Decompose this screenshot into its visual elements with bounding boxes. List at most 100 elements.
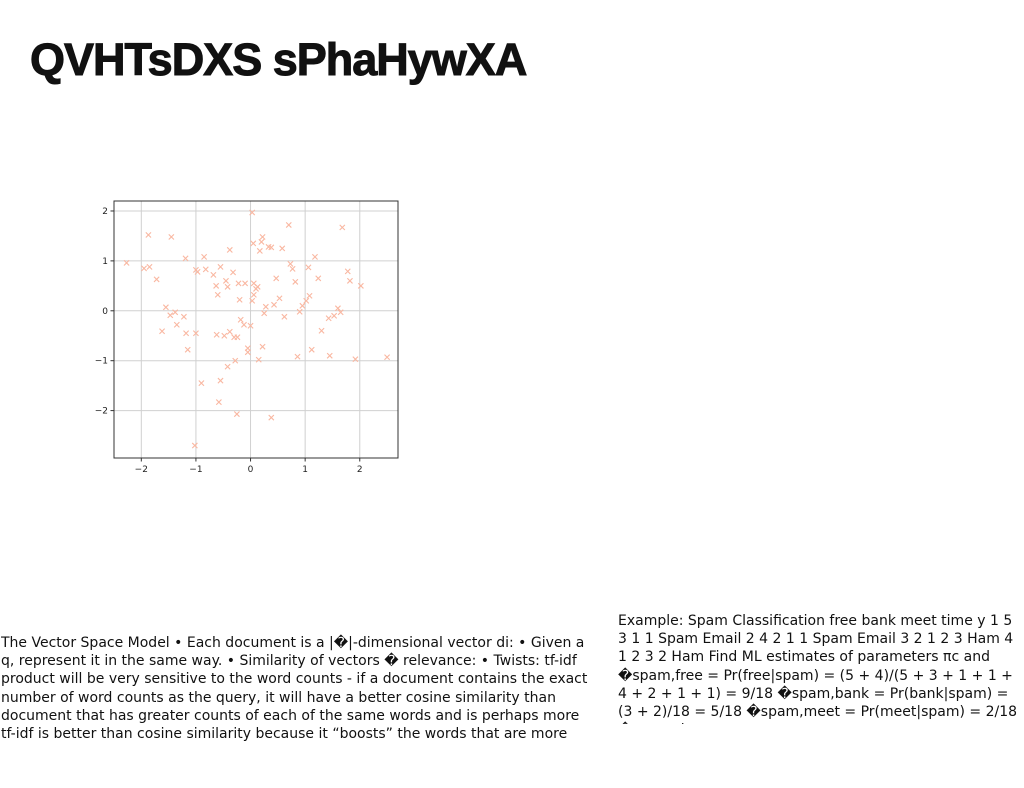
data-point [235, 280, 242, 287]
data-point [236, 296, 243, 303]
data-point [337, 309, 344, 316]
data-point [221, 332, 228, 339]
data-point [256, 247, 263, 254]
x-tick-label: −1 [189, 465, 202, 475]
data-point [168, 233, 175, 240]
spam-classification-text: Example: Spam Classification free bank m… [618, 613, 1018, 724]
data-point [306, 292, 313, 299]
data-point [232, 357, 239, 364]
data-point [357, 282, 364, 289]
data-point [311, 253, 318, 260]
data-point [182, 255, 189, 262]
data-point [145, 231, 152, 238]
data-point [184, 346, 191, 353]
data-point [159, 328, 166, 335]
data-point [226, 246, 233, 253]
data-point [192, 330, 199, 337]
data-point [230, 269, 237, 276]
data-point [352, 356, 359, 363]
data-point [240, 321, 247, 328]
data-point [294, 353, 301, 360]
data-point [214, 291, 221, 298]
data-point [346, 277, 353, 284]
data-point [261, 310, 268, 317]
data-point [268, 414, 275, 421]
data-point [344, 268, 351, 275]
data-point [237, 316, 244, 323]
data-point [334, 305, 341, 312]
data-point [172, 309, 179, 316]
data-point [167, 312, 174, 319]
data-point [226, 328, 233, 335]
data-point [296, 308, 303, 315]
data-point [162, 304, 169, 311]
data-point [215, 399, 222, 406]
data-point [276, 295, 283, 302]
data-point [153, 276, 160, 283]
data-point [289, 265, 296, 272]
vector-space-model-text: The Vector Space Model • Each document i… [1, 635, 588, 743]
data-point [273, 275, 280, 282]
x-tick-label: 0 [248, 465, 254, 475]
data-point [198, 380, 205, 387]
y-tick-label: 2 [102, 207, 108, 217]
data-point [222, 277, 229, 284]
data-point [299, 302, 306, 309]
data-point [384, 354, 391, 361]
data-point [224, 363, 231, 370]
data-point [242, 280, 249, 287]
data-point [325, 315, 332, 322]
data-point [259, 343, 266, 350]
data-point [183, 330, 190, 337]
scatter-chart: −2 −1 0 1 2 −2 −1 0 1 2 [95, 200, 399, 475]
data-point [224, 283, 231, 290]
data-point [141, 265, 148, 272]
data-point [213, 282, 220, 289]
data-point [249, 209, 256, 216]
data-point [191, 442, 198, 449]
slide-title: QVHTsDXS sPhaHywXA [29, 34, 527, 86]
data-point [123, 259, 130, 266]
y-tick-label: −2 [95, 407, 108, 417]
data-point [217, 377, 224, 384]
y-tick-label: 0 [102, 307, 108, 317]
data-point [201, 253, 208, 260]
data-point [217, 263, 224, 270]
x-tick-label: 1 [302, 465, 308, 475]
data-point [326, 352, 333, 359]
x-tick-label: 2 [357, 465, 363, 475]
data-point [250, 291, 257, 298]
data-point [255, 356, 262, 363]
data-point [262, 303, 269, 310]
data-point [281, 313, 288, 320]
data-point [254, 283, 261, 290]
data-point [233, 411, 240, 418]
data-point [258, 238, 265, 245]
data-point [202, 266, 209, 273]
data-point [244, 349, 251, 356]
data-point [308, 346, 315, 353]
data-point [213, 331, 220, 338]
y-tick-label: −1 [95, 357, 108, 367]
data-point [250, 240, 257, 247]
data-point [210, 271, 217, 278]
y-tick-label: 1 [102, 257, 108, 267]
data-point [194, 268, 201, 275]
data-point [305, 264, 312, 271]
plot-frame [113, 200, 399, 459]
data-point [285, 221, 292, 228]
data-point [247, 322, 254, 329]
data-point [234, 334, 241, 341]
data-point [287, 260, 294, 267]
data-point [318, 327, 325, 334]
plot-area [114, 201, 398, 458]
data-point [292, 278, 299, 285]
data-point [180, 313, 187, 320]
data-point [331, 312, 338, 319]
data-point [146, 263, 153, 270]
x-tick-label: −2 [135, 465, 148, 475]
data-point [303, 297, 310, 304]
data-point [315, 275, 322, 282]
data-point [271, 301, 278, 308]
data-point [339, 224, 346, 231]
